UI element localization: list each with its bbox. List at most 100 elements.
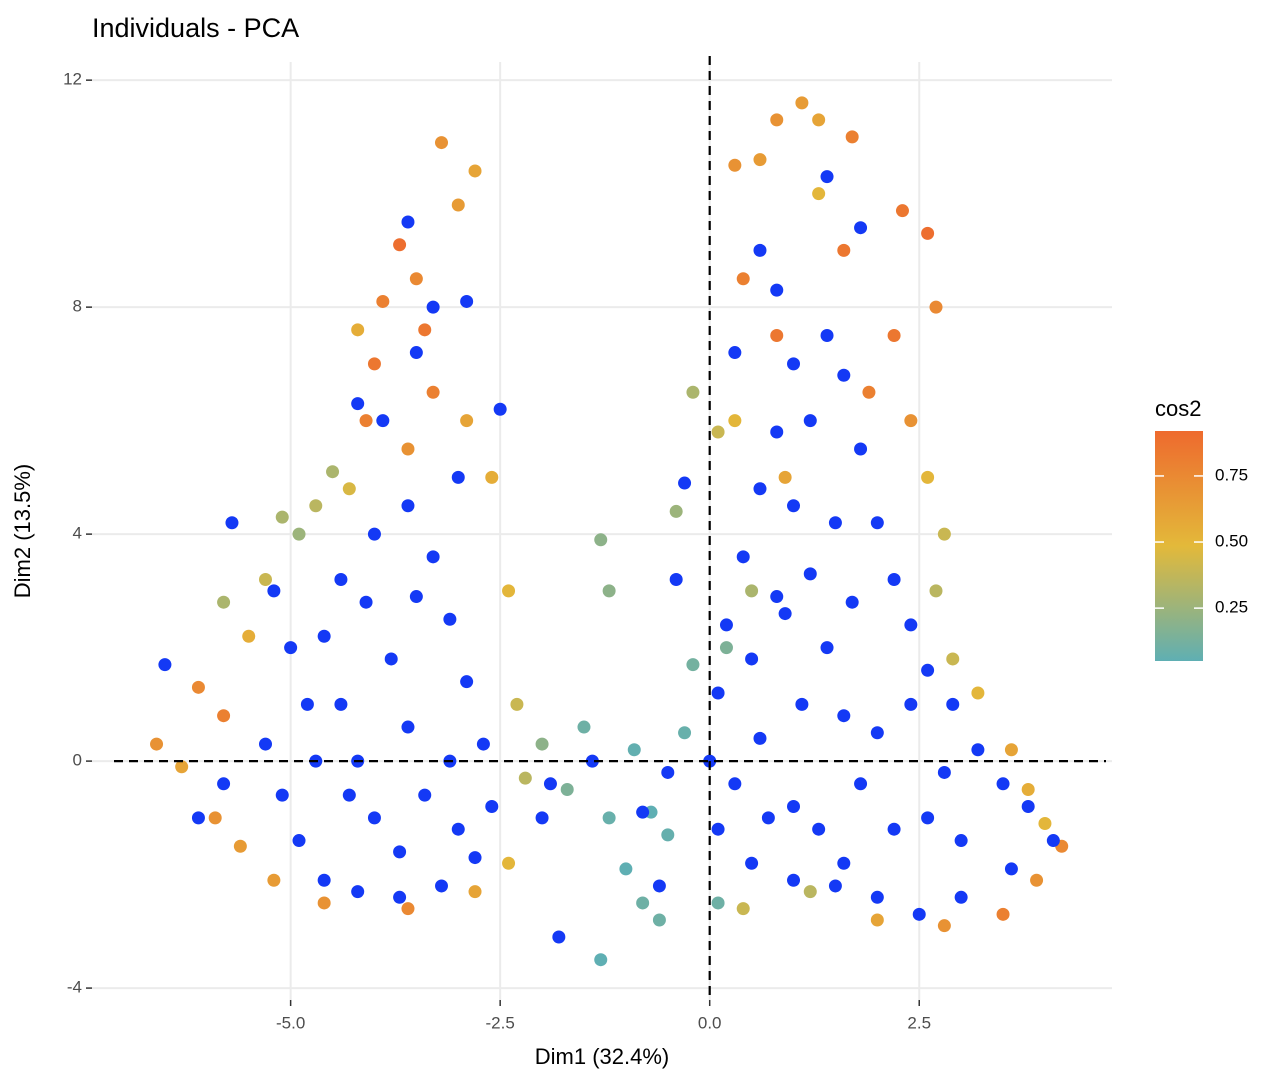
- point: [921, 226, 935, 240]
- point: [669, 504, 683, 518]
- point: [510, 697, 524, 711]
- point: [904, 618, 918, 632]
- point: [636, 805, 650, 819]
- y-tick-label: 0: [73, 751, 82, 770]
- point: [342, 482, 356, 496]
- point: [803, 567, 817, 581]
- point: [543, 777, 557, 791]
- point: [468, 885, 482, 899]
- point: [376, 294, 390, 308]
- point: [300, 697, 314, 711]
- point: [434, 136, 448, 150]
- point: [787, 357, 801, 371]
- point: [518, 771, 532, 785]
- point: [351, 885, 365, 899]
- y-tick-label: 12: [63, 70, 82, 89]
- point: [158, 658, 172, 672]
- point: [996, 907, 1010, 921]
- point: [393, 238, 407, 252]
- point: [275, 510, 289, 524]
- point: [812, 187, 826, 201]
- point: [753, 243, 767, 257]
- point: [627, 743, 641, 757]
- point: [451, 822, 465, 836]
- point: [1038, 817, 1052, 831]
- point: [451, 470, 465, 484]
- point: [845, 130, 859, 144]
- y-tick-label: 4: [73, 524, 82, 543]
- point: [292, 834, 306, 848]
- point: [954, 834, 968, 848]
- chart-title: Individuals - PCA: [92, 13, 299, 43]
- point: [921, 663, 935, 677]
- point: [728, 777, 742, 791]
- point: [217, 595, 231, 609]
- point: [367, 811, 381, 825]
- point: [1004, 862, 1018, 876]
- point: [770, 329, 784, 343]
- point: [334, 697, 348, 711]
- point: [753, 731, 767, 745]
- point: [1021, 782, 1035, 796]
- point: [367, 357, 381, 371]
- point: [895, 204, 909, 218]
- point: [787, 799, 801, 813]
- point: [502, 584, 516, 598]
- point: [770, 113, 784, 127]
- point: [946, 697, 960, 711]
- point: [954, 890, 968, 904]
- point: [401, 215, 415, 229]
- point: [803, 414, 817, 428]
- point: [753, 153, 767, 167]
- point: [820, 170, 834, 184]
- point: [418, 788, 432, 802]
- point: [778, 607, 792, 621]
- point: [409, 272, 423, 286]
- point: [854, 221, 868, 235]
- point: [661, 765, 675, 779]
- point: [787, 873, 801, 887]
- point: [736, 902, 750, 916]
- point: [443, 612, 457, 626]
- point: [996, 777, 1010, 791]
- x-tick-label: 0.0: [698, 1013, 722, 1032]
- point: [359, 595, 373, 609]
- point: [376, 414, 390, 428]
- point: [267, 873, 281, 887]
- point: [820, 329, 834, 343]
- point: [426, 300, 440, 314]
- point: [912, 907, 926, 921]
- point: [426, 385, 440, 399]
- point: [711, 896, 725, 910]
- point: [334, 573, 348, 587]
- point: [393, 890, 407, 904]
- point: [929, 584, 943, 598]
- colorbar-title: cos2: [1155, 396, 1201, 421]
- point: [460, 414, 474, 428]
- point: [812, 822, 826, 836]
- point: [267, 584, 281, 598]
- point: [652, 913, 666, 927]
- point: [535, 811, 549, 825]
- x-axis-label: Dim1 (32.4%): [535, 1044, 669, 1069]
- point: [175, 760, 189, 774]
- point: [485, 799, 499, 813]
- point: [367, 527, 381, 541]
- point: [468, 164, 482, 178]
- point: [1046, 834, 1060, 848]
- point: [770, 425, 784, 439]
- point: [502, 856, 516, 870]
- point: [460, 294, 474, 308]
- x-tick-label: -5.0: [276, 1013, 305, 1032]
- point: [552, 930, 566, 944]
- point: [870, 913, 884, 927]
- point: [292, 527, 306, 541]
- point: [711, 686, 725, 700]
- point: [577, 720, 591, 734]
- point: [719, 618, 733, 632]
- x-tick-label: 2.5: [907, 1013, 931, 1032]
- point: [745, 584, 759, 598]
- point: [451, 198, 465, 212]
- point: [434, 879, 448, 893]
- point-series: [158, 170, 1060, 944]
